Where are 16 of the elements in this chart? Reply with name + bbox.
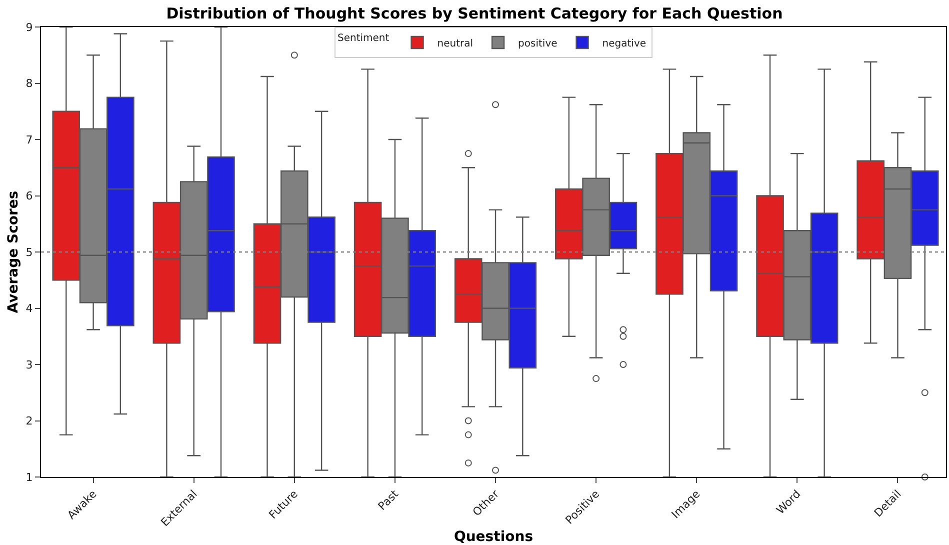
y-tick-label: 5 bbox=[26, 246, 33, 259]
y-tick-label: 7 bbox=[26, 133, 33, 146]
chart-title: Distribution of Thought Scores by Sentiment Category for Each Question bbox=[166, 4, 783, 23]
y-tick-label: 1 bbox=[26, 470, 33, 484]
y-axis-title: Average Scores bbox=[5, 190, 22, 314]
legend-label: neutral bbox=[437, 38, 474, 50]
y-tick-label: 3 bbox=[26, 358, 33, 372]
y-tick-label: 4 bbox=[26, 302, 33, 316]
y-tick-label: 8 bbox=[26, 77, 33, 90]
y-tick-label: 2 bbox=[26, 414, 33, 428]
y-tick-label: 6 bbox=[26, 190, 33, 203]
legend-title: Sentiment bbox=[338, 33, 390, 44]
x-axis-title: Questions bbox=[454, 529, 534, 545]
y-tick-label: 9 bbox=[26, 20, 33, 34]
legend-label: positive bbox=[518, 38, 558, 50]
legend-label: negative bbox=[602, 38, 646, 50]
